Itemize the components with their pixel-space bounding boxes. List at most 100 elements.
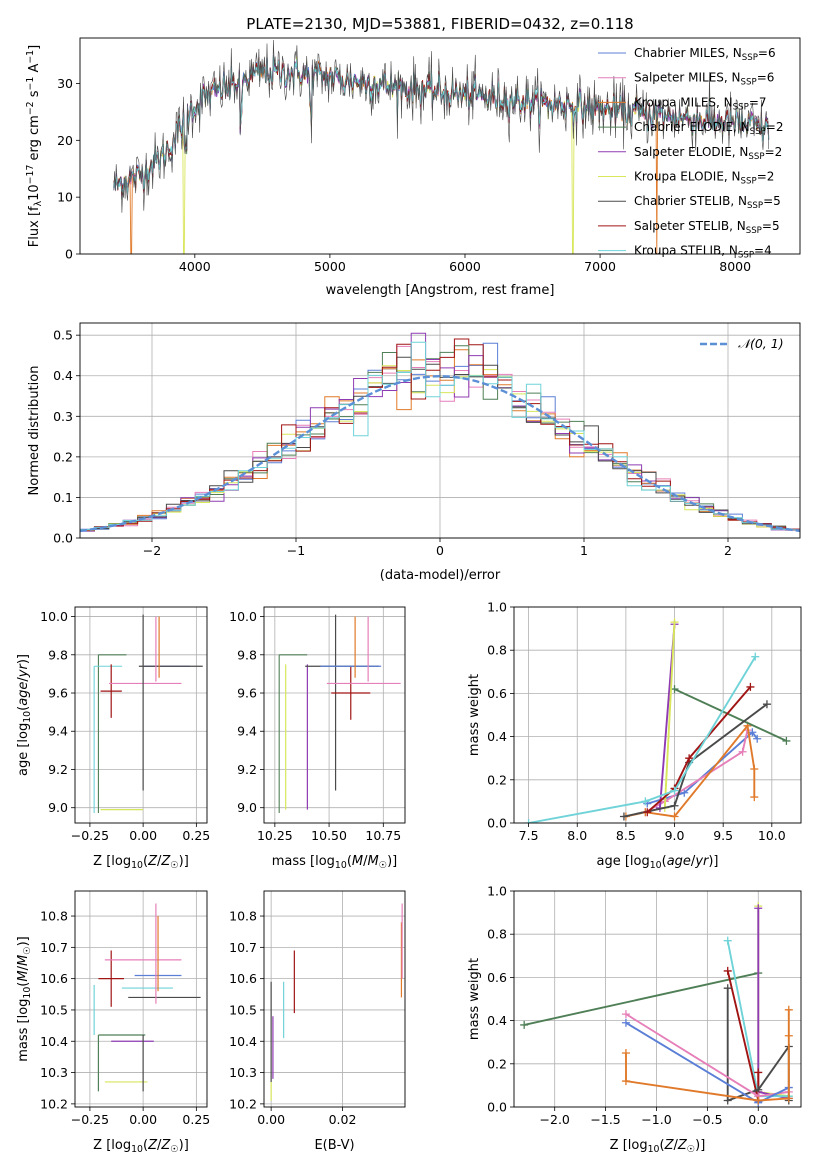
mass-weight-vs-age-ytick-label: 0.4 [487, 729, 507, 744]
legend-entry-kroupa-stelib: Kroupa STELIB, NSSP=4 [634, 244, 772, 261]
legend-entry-kroupa-elodie: Kroupa ELODIE, NSSP=2 [634, 170, 774, 187]
mass-vs-ebv-xlabel: E(B-V) [314, 1138, 354, 1153]
mass-weight-vs-age-frame [513, 606, 802, 824]
legend-entry-chabrier-stelib: Chabrier STELIB, NSSP=5 [634, 194, 781, 211]
mass-weight-vs-z-ytick-label: 0.2 [487, 1056, 507, 1071]
mass-weight-vs-z-xtick-label: −0.5 [692, 1112, 722, 1127]
age-vs-z-xtick-label: 0.00 [129, 828, 157, 843]
age-vs-mass-plot [278, 614, 401, 813]
mass-weight-line-salpeter-miles [644, 729, 749, 814]
age-vs-z-xlabel: Z [log10(Z/Z☉)] [93, 854, 189, 871]
spectrum-xlabel: wavelength [Angstrom, rest frame] [326, 283, 555, 298]
mass-vs-z-ytick-label: 10.6 [40, 971, 68, 986]
residual-histogram-xtick-label: 1 [580, 543, 588, 558]
mass-weight-marker-salpeter-stelib [723, 966, 732, 975]
mass-weight-marker-kroupa-stelib [641, 797, 650, 806]
residual-histogram-ytick-label: 0.5 [53, 328, 73, 343]
hist-series-kroupa-stelib [80, 341, 800, 533]
mass-weight-marker-chabrier-stelib [670, 801, 679, 810]
mass-vs-z-ytick-label: 10.8 [40, 909, 68, 924]
age-vs-z-ytick-label: 10.0 [40, 609, 68, 624]
mass-vs-ebv-ytick-label: 10.8 [229, 909, 257, 924]
spectrum-xtick-label: 8000 [719, 259, 751, 274]
mass-weight-line-kroupa-elodie [663, 622, 676, 808]
errorbar-point-salpeter-stelib [100, 664, 122, 718]
residual-histogram-ytick-label: 0.4 [53, 368, 73, 383]
gaussian-curve [80, 374, 800, 533]
mass-weight-vs-z-xtick-label: −2.0 [540, 1112, 570, 1127]
legend-entry-chabrier-miles: Chabrier MILES, NSSP=6 [634, 46, 776, 63]
mass-weight-vs-age-ytick-label: 0.0 [487, 816, 507, 831]
mass-weight-vs-age-plot [524, 618, 791, 823]
spectrum-xtick-label: 4000 [179, 259, 211, 274]
mass-weight-vs-z-plot [520, 902, 793, 1107]
age-vs-mass-xtick-label: 10.25 [257, 828, 293, 843]
mass-vs-z-plot [93, 903, 201, 1092]
mass-weight-marker-chabrier-elodie [520, 1020, 529, 1029]
mass-weight-vs-age-ytick-label: 0.6 [487, 686, 507, 701]
mass-weight-marker-kroupa-miles [621, 1049, 630, 1057]
mass-weight-marker-chabrier-stelib [619, 812, 628, 821]
mass-vs-z-ytick-label: 10.7 [40, 940, 68, 955]
age-vs-mass-frame [263, 606, 406, 824]
age-vs-mass-ytick-label: 10.0 [229, 609, 257, 624]
mass-weight-line-kroupa-miles [625, 1009, 790, 1102]
mass-weight-marker-salpeter-stelib [746, 682, 755, 691]
mass-vs-z-xtick-label: 0.00 [129, 1112, 157, 1127]
mass-vs-ebv-xtick-label: 0.02 [329, 1112, 357, 1127]
mass-weight-vs-age-xtick-label: 10.0 [758, 828, 786, 843]
mass-weight-marker-chabrier-miles [753, 734, 762, 743]
mass-weight-marker-kroupa-miles [784, 1031, 793, 1040]
mass-weight-vs-z-xtick-label: −1.0 [641, 1112, 671, 1127]
mass-weight-vs-age-xtick-label: 9.0 [665, 828, 685, 843]
mass-weight-marker-salpeter-miles [621, 1010, 630, 1019]
legend-entry-salpeter-elodie: Salpeter ELODIE, NSSP=2 [634, 145, 782, 162]
residual-histogram-xtick-label: 0 [436, 543, 444, 558]
age-vs-mass-xtick-label: 10.50 [311, 828, 347, 843]
mass-weight-vs-age-xtick-label: 8.0 [567, 828, 587, 843]
residual-histogram-xlabel: (data-model)/error [380, 568, 501, 583]
age-vs-z-frame [74, 606, 208, 824]
spectrum-ytick-label: 30 [57, 76, 73, 91]
mass-weight-marker-chabrier-miles [748, 728, 757, 737]
mass-vs-z-ytick-label: 10.5 [40, 1002, 68, 1017]
residual-histogram-ylabel: Normed distribution [27, 366, 42, 496]
mass-weight-vs-age-ytick-label: 0.8 [487, 643, 507, 658]
mass-vs-ebv-frame [263, 890, 406, 1108]
mass-weight-marker-kroupa-miles [621, 1077, 630, 1086]
mass-weight-vs-z-ytick-label: 1.0 [487, 884, 507, 899]
age-vs-z-ytick-label: 9.8 [48, 647, 68, 662]
mass-weight-vs-age-xtick-label: 7.5 [519, 828, 539, 843]
spectrum-plot [113, 39, 770, 254]
mass-weight-vs-age-xtick-label: 9.5 [713, 828, 733, 843]
age-vs-z-ylabel: age [log10(age/yr)] [16, 654, 33, 776]
age-vs-z-ytick-label: 9.4 [48, 724, 68, 739]
mass-weight-marker-chabrier-stelib [723, 1096, 732, 1105]
mass-weight-vs-z-xtick-label: −1.5 [590, 1112, 620, 1127]
mass-weight-vs-z-xlabel: Z [log10(Z/Z☉)] [610, 1138, 706, 1155]
mass-vs-z-xtick-label: 0.25 [182, 1112, 210, 1127]
residual-histogram-frame [79, 322, 801, 539]
mass-weight-marker-kroupa-elodie [670, 618, 679, 627]
mass-weight-vs-z-ytick-label: 0.0 [487, 1100, 507, 1115]
mass-weight-vs-age-axes: 7.5 8.0 8.5 9.0 9.5 10.0 0.0 0.2 0.4 0.6 0.8 1.0 [487, 600, 801, 843]
spectrum-series-chabrier-stelib [113, 39, 769, 213]
mass-weight-vs-age-ytick-label: 0.2 [487, 772, 507, 787]
mass-vs-ebv-plot [270, 903, 403, 1101]
spectrum-legend: Chabrier MILES, NSSP=6 Salpeter MILES, NS… [598, 46, 783, 261]
mass-vs-ebv-ytick-label: 10.3 [229, 1065, 257, 1080]
mass-weight-marker-chabrier-stelib [723, 984, 732, 993]
mass-weight-line-chabrier-elodie [523, 972, 759, 1026]
residual-histogram-ytick-label: 0.3 [53, 409, 73, 424]
age-vs-z-ytick-label: 9.6 [48, 686, 68, 701]
mass-vs-ebv-ytick-label: 10.7 [229, 940, 257, 955]
residual-histogram-xtick-label: −2 [143, 543, 161, 558]
mass-weight-marker-kroupa-miles [670, 812, 679, 821]
mass-vs-ebv-xtick-label: 0.00 [257, 1112, 285, 1127]
age-vs-mass-xtick-label: 10.75 [365, 828, 401, 843]
errorbar-point-chabrier-elodie [278, 654, 308, 813]
mass-weight-marker-salpeter-stelib [754, 1068, 763, 1077]
mass-weight-vs-age-ylabel: mass weight [467, 674, 482, 756]
spectrum-ylabel: Flux [fλ10−17 erg cm−2 s−1 A−1] [25, 45, 44, 247]
